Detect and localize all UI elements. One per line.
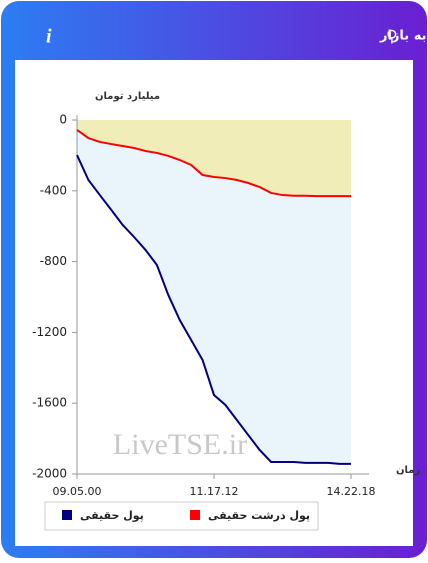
legend <box>44 501 319 531</box>
y-tick-label: -400 <box>40 183 67 197</box>
watermark: LiveTSE.ir <box>113 428 247 461</box>
x-tick-label: 09.05.00 <box>53 485 102 498</box>
legend-label: پول درشت حقیقی <box>208 509 310 522</box>
y-tick-label: -1200 <box>32 325 67 339</box>
y-tick-label: -800 <box>40 254 67 268</box>
legend-swatch <box>190 510 200 520</box>
y-axis-label: میلیارد تومان <box>95 91 160 102</box>
series-line <box>76 154 351 465</box>
info-icon[interactable]: i <box>46 26 52 48</box>
x-tick-label: 14.22.18 <box>327 485 376 498</box>
legend-label: پول حقیقی <box>80 509 144 522</box>
y-tick-label: -2000 <box>32 467 67 481</box>
x-axis-label: زمان <box>396 465 420 476</box>
series-line <box>76 129 351 198</box>
area-real <box>77 129 351 464</box>
area-large <box>77 120 351 197</box>
link-icon: ⚲ <box>386 27 398 46</box>
y-tick-label: 0 <box>59 113 67 127</box>
chart-title: برآیند ورود و خروج پول حقیقی و پول درشت … <box>379 27 428 44</box>
x-tick-label: 11.17.12 <box>190 485 239 498</box>
legend-swatch <box>62 510 72 520</box>
y-tick-label: -1600 <box>32 396 67 410</box>
